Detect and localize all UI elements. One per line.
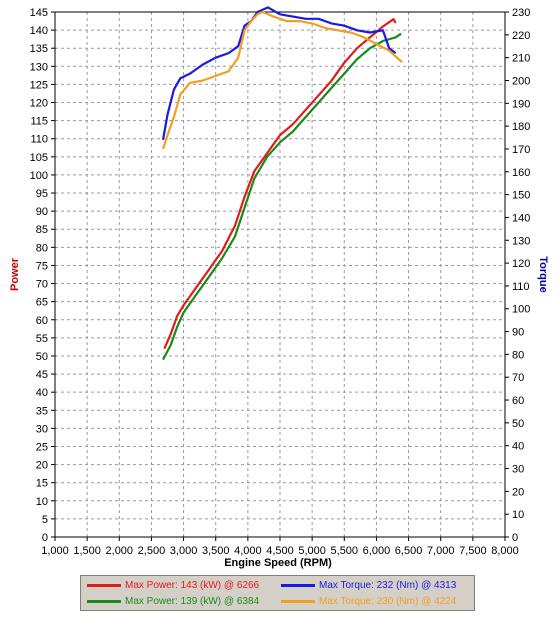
y-left-tick-label: 100 — [30, 170, 48, 182]
y-left-tick-label: 20 — [36, 460, 48, 472]
y-left-tick-label: 130 — [30, 61, 48, 73]
y-left-tick-label: 55 — [36, 333, 48, 345]
y-left-tick-label: 45 — [36, 369, 48, 381]
y-left-tick-label: 50 — [36, 351, 48, 363]
y-right-tick-label: 0 — [512, 532, 518, 544]
x-tick-label: 3,000 — [170, 545, 198, 557]
y-right-tick-label: 10 — [512, 509, 524, 521]
legend-label: Max Power: 139 (kW) @ 6384 — [125, 596, 260, 607]
y-left-tick-label: 125 — [30, 79, 48, 91]
y-left-tick-label: 15 — [36, 478, 48, 490]
y-right-tick-label: 110 — [512, 281, 530, 293]
y-right-tick-label: 170 — [512, 144, 530, 156]
x-tick-label: 7,500 — [459, 545, 487, 557]
y-right-tick-label: 90 — [512, 327, 524, 339]
legend-label: Max Torque: 230 (Nm) @ 4224 — [319, 596, 457, 607]
x-tick-label: 4,000 — [234, 545, 262, 557]
y-right-tick-label: 50 — [512, 418, 524, 430]
y-right-tick-label: 80 — [512, 349, 524, 361]
y-right-tick-label: 60 — [512, 395, 524, 407]
series-lines — [161, 6, 403, 361]
y-left-tick-label: 120 — [30, 98, 48, 110]
y-left-tick-label: 60 — [36, 315, 48, 327]
y-right-tick-label: 150 — [512, 190, 530, 202]
legend-item-power-2: Max Power: 139 (kW) @ 6384 — [87, 594, 259, 610]
x-tick-label: 1,000 — [41, 545, 69, 557]
x-tick-label: 5,500 — [331, 545, 359, 557]
legend-swatch — [281, 599, 315, 603]
y-right-tick-label: 210 — [512, 53, 530, 65]
x-tick-label: 7,000 — [427, 545, 455, 557]
series-line-2 — [161, 6, 397, 140]
legend-swatch — [281, 583, 315, 587]
y-left-tick-label: 105 — [30, 152, 48, 164]
y-left-tick-label: 40 — [36, 387, 48, 399]
y-axis-left-label: Power — [9, 257, 21, 291]
grid — [55, 12, 505, 537]
y-right-tick-label: 200 — [512, 75, 530, 87]
y-right-tick-label: 230 — [512, 7, 530, 19]
y-left-tick-label: 115 — [30, 116, 48, 128]
legend-label: Max Power: 143 (kW) @ 6266 — [125, 580, 260, 591]
y-left-tick-label: 140 — [30, 25, 48, 37]
x-tick-label: 4,500 — [266, 545, 294, 557]
legend-item-power-1: Max Power: 143 (kW) @ 6266 — [87, 578, 259, 594]
y-left-tick-label: 80 — [36, 242, 48, 254]
y-right-tick-label: 30 — [512, 464, 524, 476]
y-left-tick-label: 70 — [36, 279, 48, 291]
y-right-tick-label: 160 — [512, 167, 530, 179]
y-left-tick-label: 145 — [30, 7, 48, 19]
y-left-tick-label: 10 — [36, 496, 48, 508]
y-left-tick-label: 0 — [42, 532, 48, 544]
y-right-tick-label: 20 — [512, 486, 524, 498]
legend-swatch — [87, 583, 121, 587]
x-tick-label: 1,500 — [73, 545, 101, 557]
series-line-0 — [163, 18, 397, 350]
x-tick-label: 2,500 — [138, 545, 166, 557]
y-right-tick-label: 40 — [512, 441, 524, 453]
legend-label: Max Torque: 232 (Nm) @ 4313 — [319, 580, 457, 591]
legend: Max Power: 143 (kW) @ 6266 Max Torque: 2… — [80, 575, 475, 611]
axis-ticks: 1,000 1,500 2,000 2,500 3,000 3,500 4,000 4,500… — [30, 7, 531, 557]
y-left-tick-label: 30 — [36, 423, 48, 435]
y-axis-right-label: Torque — [537, 256, 549, 292]
x-tick-label: 6,000 — [363, 545, 391, 557]
x-tick-label: 3,500 — [202, 545, 230, 557]
x-axis-label: Engine Speed (RPM) — [224, 557, 332, 569]
y-left-tick-label: 35 — [36, 405, 48, 417]
y-right-tick-label: 220 — [512, 30, 530, 42]
y-left-tick-label: 110 — [30, 134, 48, 146]
series-line-1 — [162, 32, 402, 361]
x-tick-label: 6,500 — [395, 545, 423, 557]
y-left-tick-label: 75 — [36, 260, 48, 272]
y-left-tick-label: 135 — [30, 43, 48, 55]
x-tick-label: 8,000 — [491, 545, 519, 557]
y-right-tick-label: 140 — [512, 212, 530, 224]
y-right-tick-label: 190 — [512, 98, 530, 110]
y-left-tick-label: 85 — [36, 224, 48, 236]
y-left-tick-label: 65 — [36, 297, 48, 309]
legend-item-torque-1: Max Torque: 232 (Nm) @ 4313 — [281, 578, 456, 594]
y-left-tick-label: 90 — [36, 206, 48, 218]
y-left-tick-label: 25 — [36, 441, 48, 453]
x-tick-label: 2,000 — [106, 545, 134, 557]
y-right-tick-label: 130 — [512, 235, 530, 247]
y-left-tick-label: 5 — [42, 514, 48, 526]
y-right-tick-label: 180 — [512, 121, 530, 133]
y-right-tick-label: 70 — [512, 372, 524, 384]
series-line-3 — [161, 10, 403, 150]
legend-swatch — [87, 599, 121, 603]
y-right-tick-label: 100 — [512, 304, 530, 316]
legend-item-torque-2: Max Torque: 230 (Nm) @ 4224 — [281, 594, 456, 610]
y-left-tick-label: 95 — [36, 188, 48, 200]
x-tick-label: 5,000 — [298, 545, 326, 557]
y-right-tick-label: 120 — [512, 258, 530, 270]
